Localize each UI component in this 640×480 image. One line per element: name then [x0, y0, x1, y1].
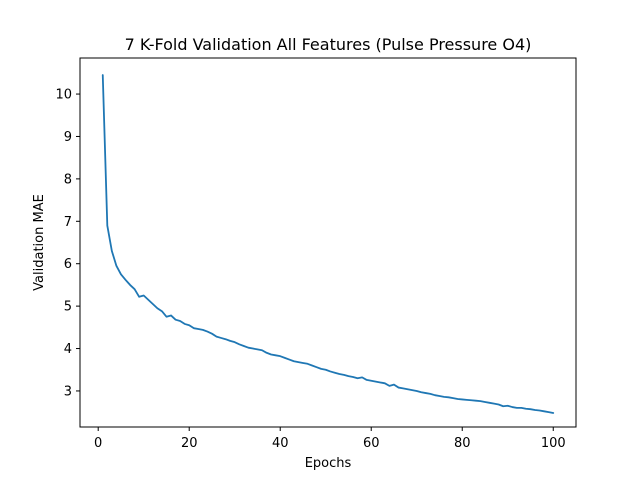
y-tick-label: 8 — [64, 172, 72, 187]
y-tick-label: 9 — [64, 130, 72, 145]
x-axis-label: Epochs — [305, 456, 352, 471]
x-tick-label: 40 — [272, 436, 289, 451]
y-tick-label: 10 — [55, 88, 72, 103]
y-axis-ticks: 3 4 5 6 7 8 9 10 — [55, 88, 80, 399]
y-tick-label: 5 — [64, 300, 72, 315]
chart-title: 7 K-Fold Validation All Features (Pulse … — [125, 35, 532, 54]
x-axis-ticks: 0 20 40 60 80 100 — [94, 427, 566, 451]
plot-area — [101, 74, 555, 414]
y-tick-label: 6 — [64, 257, 72, 272]
x-tick-label: 100 — [541, 436, 566, 451]
x-tick-label: 0 — [94, 436, 102, 451]
y-tick-label: 3 — [64, 384, 72, 399]
y-tick-label: 7 — [64, 215, 72, 230]
x-tick-label: 60 — [363, 436, 380, 451]
axes-frame — [79, 57, 577, 428]
x-tick-label: 20 — [181, 436, 198, 451]
y-tick-label: 4 — [64, 342, 72, 357]
series-line-0 — [101, 74, 555, 414]
x-tick-label: 80 — [454, 436, 471, 451]
y-axis-label: Validation MAE — [32, 194, 47, 291]
